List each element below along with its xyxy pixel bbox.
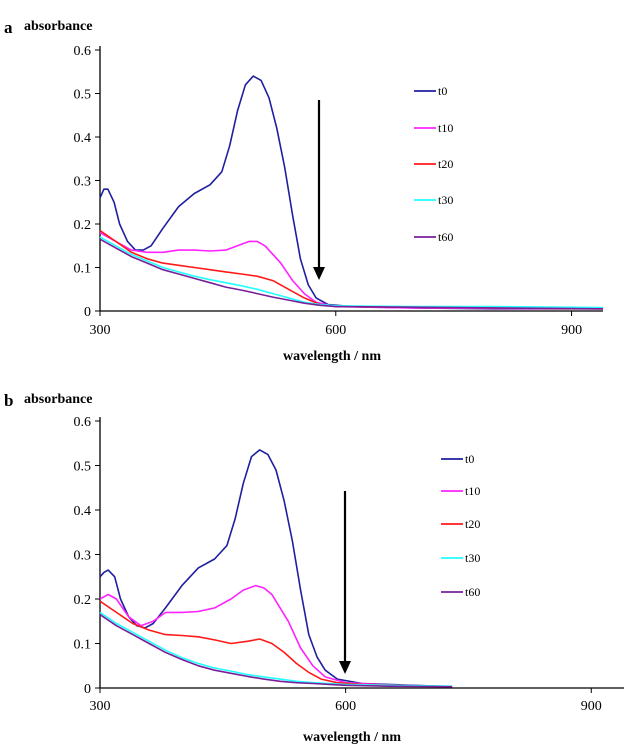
series-line-t20 xyxy=(99,600,453,688)
x-axis-label: wavelength / nm xyxy=(303,730,401,744)
x-tick-label: 300 xyxy=(90,699,111,714)
legend-label: t0 xyxy=(438,84,447,98)
axes: 0 0.1 0.2 0.3 0.4 0.5 0.6 300 600 900 xyxy=(74,415,624,714)
annotation-arrow xyxy=(313,100,325,280)
y-tick-label: 0.3 xyxy=(74,549,92,564)
legend-label: t20 xyxy=(438,157,453,171)
y-tick-label: 0.4 xyxy=(74,504,92,519)
x-tick-label: 300 xyxy=(90,323,111,338)
legend: t0 t10 t20 t30 t60 xyxy=(414,84,453,244)
series-line-t30 xyxy=(99,611,453,687)
x-axis-label: wavelength / nm xyxy=(283,349,381,364)
y-tick-label: 0.1 xyxy=(74,638,92,653)
y-tick-label: 0 xyxy=(84,305,91,320)
y-tick-label: 0.2 xyxy=(74,218,92,233)
legend-label: t60 xyxy=(465,585,480,599)
legend: t0 t10 t20 t30 t60 xyxy=(441,452,480,599)
legend-label: t30 xyxy=(465,551,480,565)
y-tick-label: 0 xyxy=(84,682,91,697)
y-tick-label: 0.3 xyxy=(74,175,92,190)
series-line-t0 xyxy=(99,449,453,688)
series-line-t30 xyxy=(99,236,604,309)
series-line-t10 xyxy=(99,232,604,310)
y-tick-label: 0.4 xyxy=(74,131,92,146)
x-tick-label: 600 xyxy=(325,323,346,338)
legend-label: t10 xyxy=(465,484,480,498)
y-axis-label: absorbance xyxy=(24,19,92,34)
series-line-t10 xyxy=(99,584,453,688)
y-tick-label: 0.5 xyxy=(74,88,92,103)
x-tick-label: 600 xyxy=(335,699,356,714)
series-line-t60 xyxy=(99,613,453,688)
x-tick-label: 900 xyxy=(581,699,602,714)
panel-letter: a xyxy=(4,18,13,37)
panel-a: a absorbance wavelength / nm 00.10.20.30… xyxy=(4,18,604,364)
y-tick-label: 0.2 xyxy=(74,593,92,608)
panel-b: b absorbance wavelength / nm 00.10.20.30… xyxy=(4,391,624,744)
legend-label: t10 xyxy=(438,121,453,135)
arrow-head xyxy=(339,661,351,674)
panel-letter: b xyxy=(4,391,13,410)
arrow-head xyxy=(313,267,325,280)
legend-label: t0 xyxy=(465,452,474,466)
series-line-t20 xyxy=(99,229,604,310)
legend-label: t60 xyxy=(438,230,453,244)
series-group xyxy=(99,75,604,310)
series-line-t0 xyxy=(99,75,603,310)
legend-label: t30 xyxy=(438,193,453,207)
y-tick-label: 0.5 xyxy=(74,460,92,475)
legend-label: t20 xyxy=(465,517,480,531)
y-tick-label: 0.6 xyxy=(74,415,92,430)
x-tick-label: 900 xyxy=(561,323,582,338)
y-axis-label: absorbance xyxy=(24,392,92,407)
annotation-arrow xyxy=(339,491,351,674)
y-tick-label: 0.6 xyxy=(74,44,92,59)
series-group xyxy=(99,449,453,688)
series-line-t60 xyxy=(99,238,604,310)
y-tick-label: 0.1 xyxy=(74,262,92,277)
axes: 0 0.1 0.2 0.3 0.4 0.5 0.6 300 600 900 xyxy=(74,44,603,338)
